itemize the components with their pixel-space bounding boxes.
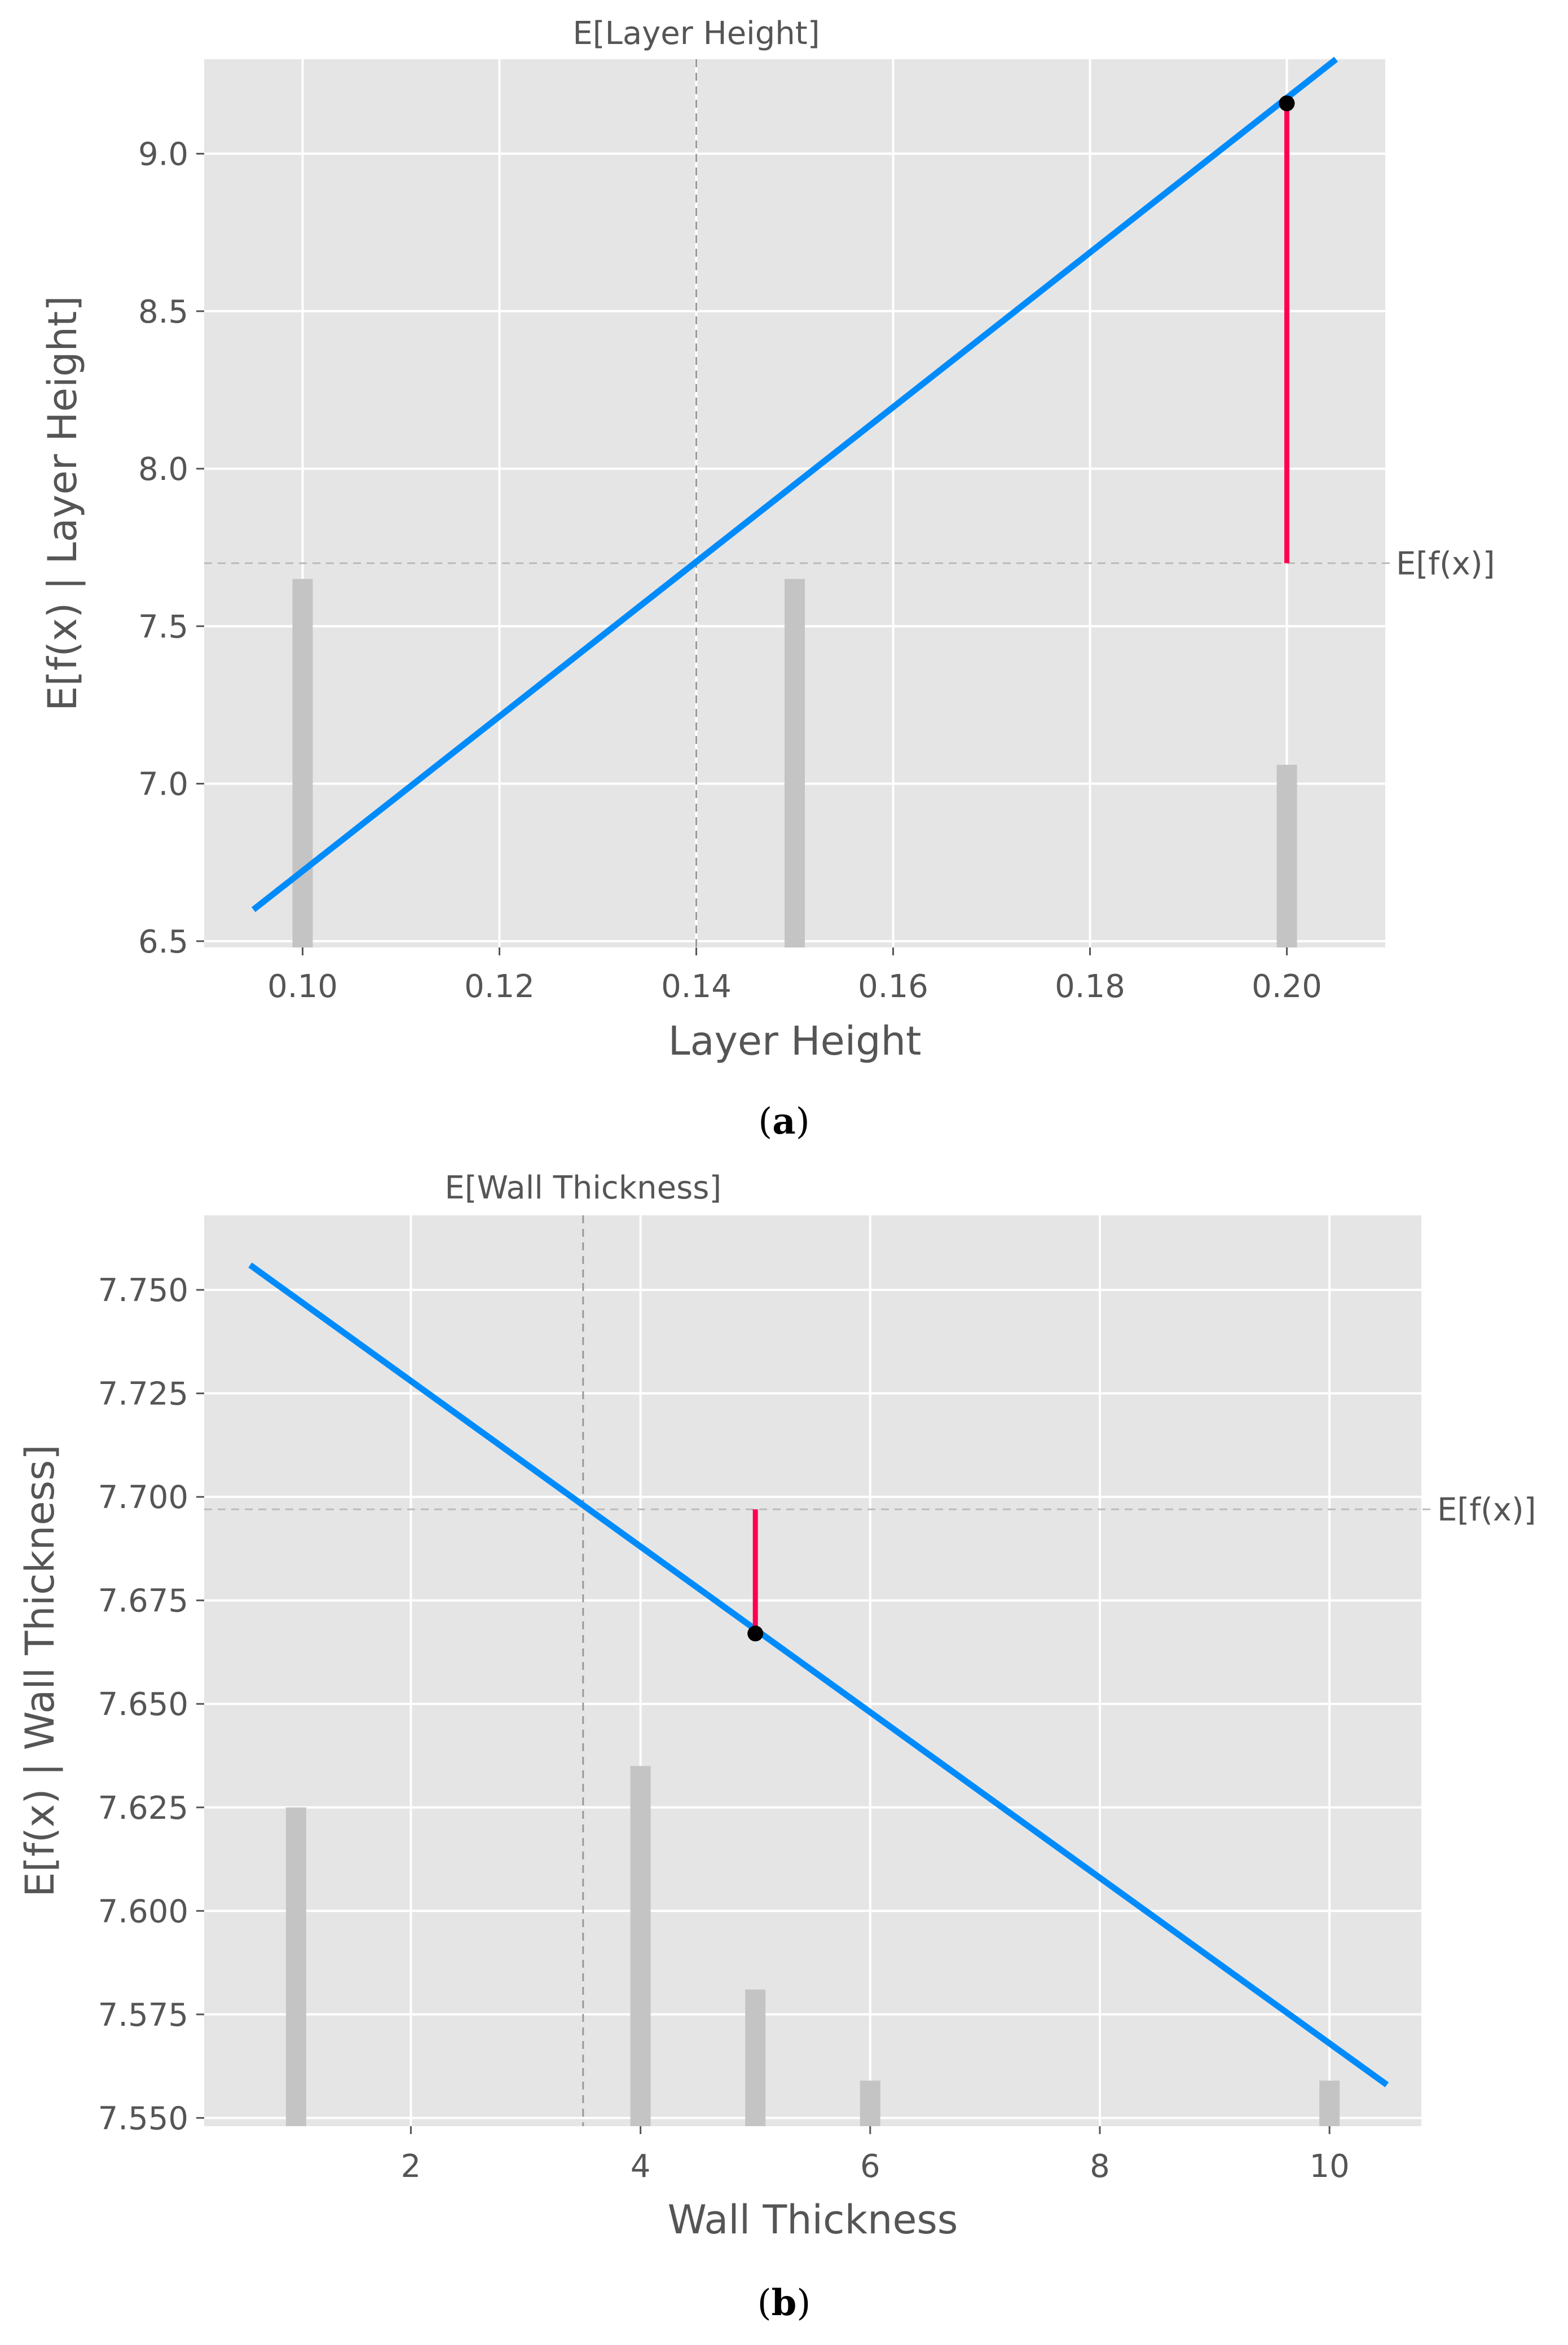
caption-close: ) [796, 1101, 810, 1143]
y-axis-label: E[f(x) | Layer Height] [39, 296, 86, 711]
histogram-bar [785, 579, 805, 947]
y-tick-label: 7.725 [98, 1376, 188, 1413]
y-tick-label: 7.750 [98, 1272, 188, 1309]
caption-close: ) [796, 2282, 811, 2324]
panel-caption: (a) [758, 1100, 809, 1143]
x-tick-label: 0.16 [858, 968, 928, 1005]
chart-panel-a: 0.10 0.12 0.14 0.16 0.18 0.20 6.5 7.0 7.5 8.0 8.5 9… [39, 15, 1495, 1143]
x-tick-label: 0.14 [661, 968, 732, 1005]
y-tick-label: 7.0 [138, 766, 188, 803]
x-tick-label: 6 [860, 2148, 880, 2185]
dependence-line [251, 56, 1338, 913]
x-tick-label: 2 [401, 2148, 421, 2185]
caption-open: ( [758, 1101, 772, 1143]
caption-open: ( [757, 2282, 772, 2324]
x-tick-label: 8 [1090, 2148, 1110, 2185]
expected-feature-label: E[Wall Thickness] [444, 1170, 721, 1206]
caption-letter: b [772, 2282, 797, 2324]
y-tick-label: 6.5 [138, 924, 188, 960]
chart-panel-b: 2 4 6 8 10 7.550 7.575 7.600 7.625 7.650 7.675 7.70… [17, 1170, 1536, 2324]
panel-caption: (b) [757, 2282, 811, 2324]
histogram-bar [860, 2080, 880, 2126]
histogram-bar [630, 1766, 651, 2126]
histogram-bar [285, 1807, 306, 2126]
y-tick-label: 7.600 [98, 1893, 188, 1930]
expected-feature-label: E[Layer Height] [572, 15, 820, 52]
y-tick-label: 9.0 [138, 136, 188, 173]
x-axis-label: Wall Thickness [668, 2197, 958, 2243]
x-tick-label: 0.18 [1055, 968, 1125, 1005]
expected-output-label: E[f(x)] [1396, 546, 1495, 583]
caption-letter: a [772, 1100, 795, 1143]
x-tick-label: 0.12 [464, 968, 535, 1005]
y-tick-label: 7.700 [98, 1479, 188, 1516]
y-tick-label: 7.625 [98, 1790, 188, 1827]
histogram-bar [292, 579, 313, 947]
y-tick-label: 8.0 [138, 451, 188, 488]
histogram-bar [1276, 765, 1297, 947]
y-tick-label: 7.550 [98, 2100, 188, 2137]
x-tick-label: 0.20 [1252, 968, 1322, 1005]
y-axis-label: E[f(x) | Wall Thickness] [17, 1444, 63, 1897]
x-tick-label: 10 [1309, 2148, 1349, 2185]
x-tick-label: 0.10 [267, 968, 338, 1005]
y-tick-label: 7.650 [98, 1686, 188, 1723]
expected-output-label: E[f(x)] [1437, 1492, 1536, 1528]
y-tick-label: 7.5 [138, 609, 188, 645]
instance-point [1279, 95, 1295, 112]
x-tick-label: 4 [631, 2148, 651, 2185]
y-tick-label: 7.575 [98, 1997, 188, 2034]
x-axis-label: Layer Height [668, 1018, 922, 1064]
y-tick-label: 8.5 [138, 294, 188, 330]
histogram-bar [1319, 2080, 1340, 2126]
dependence-line [248, 1262, 1389, 2088]
instance-point [747, 1625, 764, 1642]
histogram-bar [745, 1989, 766, 2126]
y-tick-label: 7.675 [98, 1583, 188, 1620]
